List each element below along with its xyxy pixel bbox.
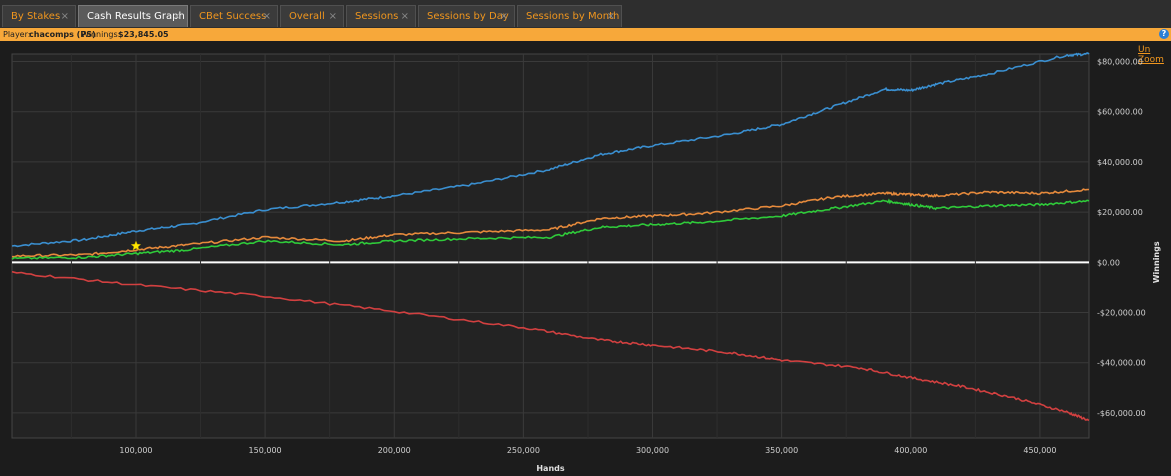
winnings-label: Winnings: xyxy=(81,30,121,39)
close-icon[interactable]: × xyxy=(328,11,337,22)
close-icon[interactable]: × xyxy=(60,11,69,22)
y-axis-label: Winnings xyxy=(1152,241,1161,283)
player-name: chacomps (PS) xyxy=(29,30,96,39)
y-tick-label: $80,000.00 xyxy=(1097,58,1143,67)
x-tick-label: 400,000 xyxy=(894,446,927,455)
tab-sessions-by-day[interactable]: Sessions by Day × xyxy=(418,5,515,27)
tab-bar: By Stakes × Cash Results Graph × CBet Succes… xyxy=(0,0,1171,29)
series-line-3 xyxy=(11,270,1090,422)
y-tick-label: $0.00 xyxy=(1097,258,1120,267)
close-icon[interactable]: × xyxy=(262,11,271,22)
close-icon[interactable]: × xyxy=(499,11,508,22)
tab-label: Sessions xyxy=(355,11,399,22)
x-tick-label: 200,000 xyxy=(378,446,411,455)
tab-overall[interactable]: Overall × xyxy=(280,5,344,27)
close-icon[interactable]: × xyxy=(606,11,615,22)
x-tick-label: 450,000 xyxy=(1023,446,1056,455)
help-icon[interactable]: ? xyxy=(1159,29,1169,39)
tab-label: By Stakes xyxy=(11,11,61,22)
tab-label: Overall xyxy=(289,11,325,22)
tab-label: CBet Success xyxy=(199,11,267,22)
unzoom-link[interactable]: Un Zoom xyxy=(1138,45,1164,65)
x-axis-label: Hands xyxy=(536,464,565,473)
tab-label: Cash Results Graph xyxy=(87,11,185,22)
y-tick-label: $20,000.00 xyxy=(1097,208,1143,217)
x-tick-label: 250,000 xyxy=(507,446,540,455)
tab-sessions[interactable]: Sessions × xyxy=(346,5,416,27)
y-tick-label: -$60,000.00 xyxy=(1097,409,1146,418)
series-line-0 xyxy=(11,52,1090,248)
tab-sessions-by-month[interactable]: Sessions by Month × xyxy=(517,5,622,27)
tab-label: Sessions by Day xyxy=(427,11,509,22)
y-tick-label: -$40,000.00 xyxy=(1097,359,1146,368)
player-info-bar: Player: chacomps (PS) Winnings: $23,845.… xyxy=(0,28,1171,41)
x-tick-label: 150,000 xyxy=(249,446,282,455)
y-tick-label: $40,000.00 xyxy=(1097,158,1143,167)
x-tick-label: 300,000 xyxy=(636,446,669,455)
tab-cbet-success[interactable]: CBet Success × xyxy=(190,5,278,27)
player-label: Player: xyxy=(3,30,31,39)
tab-cash-results-graph[interactable]: Cash Results Graph × xyxy=(78,5,188,27)
y-tick-label: $60,000.00 xyxy=(1097,108,1143,117)
winnings-value: $23,845.05 xyxy=(118,30,169,39)
series-line-1 xyxy=(12,188,1090,258)
close-icon[interactable]: × xyxy=(172,11,181,22)
series-line-2 xyxy=(11,198,1090,260)
cash-results-chart[interactable]: 100,000 150,000 200,000 250,000 300,000 350,0… xyxy=(0,44,1171,476)
y-tick-label: -$20,000.00 xyxy=(1097,309,1146,318)
tab-label: Sessions by Month xyxy=(526,11,620,22)
x-tick-label: 100,000 xyxy=(119,446,152,455)
star-icon[interactable] xyxy=(130,240,142,251)
close-icon[interactable]: × xyxy=(400,11,409,22)
plot-area xyxy=(11,53,1090,439)
tab-by-stakes[interactable]: By Stakes × xyxy=(2,5,76,27)
x-tick-label: 350,000 xyxy=(765,446,798,455)
